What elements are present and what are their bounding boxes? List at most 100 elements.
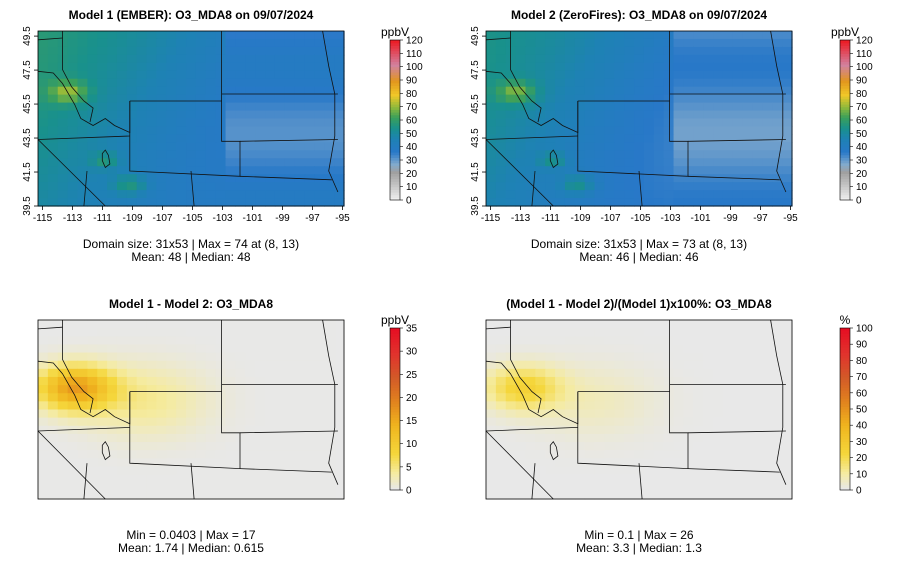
heatmap-cell bbox=[713, 360, 724, 370]
heatmap-cell bbox=[77, 70, 88, 80]
colorbar-segment bbox=[840, 419, 850, 424]
heatmap-cell bbox=[334, 158, 345, 167]
heatmap-cell bbox=[693, 150, 704, 159]
colorbar-segment bbox=[390, 149, 400, 153]
heatmap-cell bbox=[255, 142, 266, 151]
heatmap-cell bbox=[304, 466, 315, 476]
heatmap-cell bbox=[525, 409, 536, 419]
heatmap-cell bbox=[614, 433, 625, 443]
colorbar-segment bbox=[840, 88, 850, 92]
heatmap-cell bbox=[535, 409, 546, 419]
heatmap-cell bbox=[663, 166, 675, 175]
heatmap-cell bbox=[634, 134, 645, 143]
colorbar-segment bbox=[390, 373, 400, 378]
heatmap-cell bbox=[265, 442, 276, 451]
heatmap-cell bbox=[742, 368, 754, 378]
heatmap-cell bbox=[673, 376, 685, 386]
heatmap-cell bbox=[156, 442, 167, 451]
heatmap-cell bbox=[47, 385, 59, 394]
heatmap-cell bbox=[732, 86, 744, 96]
colorbar-tick-label: 70 bbox=[406, 102, 418, 113]
heatmap-cell bbox=[772, 344, 783, 354]
heatmap-cell bbox=[653, 320, 665, 329]
colorbar-segment bbox=[390, 471, 400, 475]
heatmap-cell bbox=[663, 393, 675, 402]
heatmap-cell bbox=[38, 38, 49, 48]
heatmap-cell bbox=[555, 62, 566, 72]
heatmap-cell bbox=[486, 54, 497, 64]
heatmap-cell bbox=[614, 198, 625, 207]
heatmap-cell bbox=[235, 46, 246, 56]
heatmap-cell bbox=[742, 134, 754, 143]
heatmap-cell bbox=[545, 38, 556, 48]
heatmap-cell bbox=[713, 182, 724, 191]
heatmap-cell bbox=[265, 328, 276, 337]
heatmap-cell bbox=[614, 62, 625, 72]
heatmap-cell bbox=[304, 118, 315, 128]
heatmap-cell bbox=[97, 417, 108, 427]
heatmap-cell bbox=[663, 174, 675, 183]
heatmap-cell bbox=[304, 393, 315, 402]
heatmap-cell bbox=[752, 182, 763, 191]
heatmap-cell bbox=[653, 433, 665, 443]
heatmap-cell bbox=[545, 393, 556, 402]
colorbar-segment bbox=[390, 117, 400, 121]
heatmap-cell bbox=[146, 38, 158, 48]
heatmap-cell bbox=[255, 54, 266, 64]
heatmap-cell bbox=[126, 94, 138, 104]
colorbar-segment bbox=[840, 328, 850, 332]
heatmap-cell bbox=[486, 182, 497, 191]
heatmap-cells bbox=[486, 320, 793, 500]
heatmap-cell bbox=[584, 46, 596, 56]
colorbar-segment bbox=[840, 184, 850, 188]
heatmap-cell bbox=[495, 344, 507, 354]
heatmap-cell bbox=[116, 328, 128, 337]
heatmap-cell bbox=[38, 425, 49, 435]
heatmap-cell bbox=[515, 442, 527, 451]
heatmap-cell bbox=[176, 368, 187, 378]
heatmap-cell bbox=[545, 458, 556, 468]
heatmap-cell bbox=[166, 490, 177, 500]
heatmap-cell bbox=[77, 31, 88, 40]
heatmap-cell bbox=[673, 62, 685, 72]
heatmap-cell bbox=[515, 70, 527, 80]
heatmap-cell bbox=[265, 458, 276, 468]
heatmap-cell bbox=[643, 385, 655, 394]
colorbar-segment bbox=[390, 368, 400, 372]
colorbar-tick-label: 70 bbox=[856, 372, 868, 383]
heatmap-cell bbox=[334, 38, 345, 48]
heatmap-cell bbox=[742, 474, 754, 484]
heatmap-cell bbox=[284, 102, 296, 112]
heatmap-cell bbox=[555, 425, 566, 435]
heatmap-cell bbox=[87, 368, 98, 378]
heatmap-cell bbox=[304, 38, 315, 48]
heatmap-cell bbox=[782, 166, 793, 175]
heatmap-cell bbox=[274, 174, 286, 183]
heatmap-cell bbox=[653, 126, 665, 136]
heatmap-cell bbox=[564, 417, 576, 427]
state-border bbox=[485, 139, 554, 207]
heatmap-cell bbox=[742, 182, 754, 191]
heatmap-cell bbox=[693, 442, 704, 451]
heatmap-cell bbox=[225, 368, 237, 378]
colorbar-segment bbox=[390, 128, 400, 132]
heatmap-cell bbox=[186, 425, 197, 435]
heatmap-cell bbox=[126, 425, 138, 435]
heatmap-cell bbox=[703, 38, 714, 48]
colorbar-tick-label: 30 bbox=[406, 347, 418, 358]
heatmap-cell bbox=[742, 38, 754, 48]
heatmap-cell bbox=[77, 54, 88, 64]
heatmap-cell bbox=[255, 134, 266, 143]
heatmap-cell bbox=[126, 393, 138, 402]
heatmap-cell bbox=[294, 94, 306, 104]
heatmap-cell bbox=[324, 46, 335, 56]
heatmap-cell bbox=[752, 150, 763, 159]
heatmap-cell bbox=[732, 417, 744, 427]
heatmap-cell bbox=[564, 482, 576, 492]
heatmap-cell bbox=[166, 174, 177, 183]
heatmap-cell bbox=[663, 458, 675, 468]
heatmap-cell bbox=[156, 94, 167, 104]
heatmap-cell bbox=[87, 466, 98, 476]
heatmap-cell bbox=[604, 54, 615, 64]
heatmap-cell bbox=[762, 368, 773, 378]
